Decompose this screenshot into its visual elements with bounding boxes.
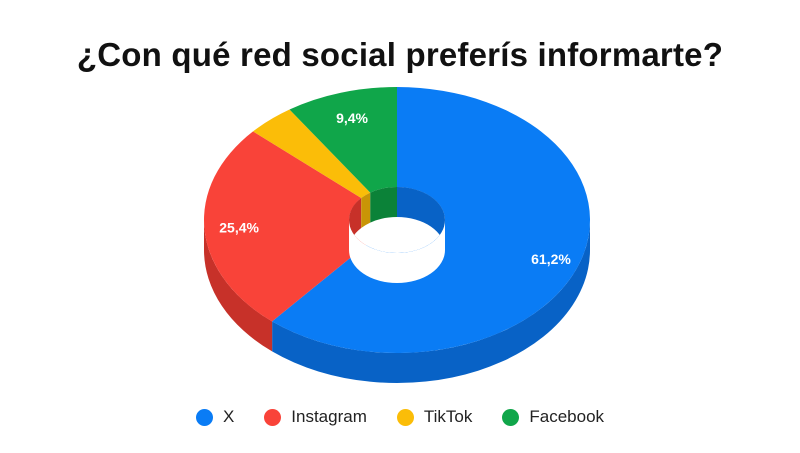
slice-instagram[interactable]: [204, 131, 366, 322]
legend-item-facebook[interactable]: Facebook: [502, 407, 604, 427]
legend-label-x: X: [222, 407, 235, 426]
hole-wall-x: [397, 187, 445, 250]
chart-legend: X Instagram TikTok Facebook: [0, 404, 800, 430]
legend-label-tiktok: TikTok: [423, 407, 473, 426]
donut-hole: [349, 187, 445, 283]
data-label-facebook: 9,4%: [336, 110, 368, 126]
wall-instagram: [204, 220, 273, 352]
legend-swatch-facebook: [502, 408, 520, 426]
hole-opening: [349, 220, 445, 283]
legend-label-instagram: Instagram: [291, 407, 367, 426]
legend-swatch-tiktok: [396, 408, 414, 426]
chart-title: ¿Con qué red social preferís informarte?: [76, 36, 724, 73]
legend-swatch-x: [195, 408, 213, 426]
slice-facebook[interactable]: [289, 87, 397, 193]
data-label-x: 61,2%: [531, 251, 571, 267]
slice-x[interactable]: [272, 87, 591, 353]
legend-item-tiktok[interactable]: TikTok: [396, 407, 473, 427]
donut-outer-walls: [204, 220, 590, 383]
wall-x: [272, 220, 590, 383]
legend-swatch-instagram: [264, 408, 282, 426]
data-labels: 61,2% 25,4% 9,4%: [219, 110, 571, 267]
hole-wall-tiktok: [361, 192, 371, 229]
legend-item-instagram[interactable]: Instagram: [264, 407, 367, 427]
donut-top: [204, 87, 591, 353]
legend-item-x[interactable]: X: [195, 407, 235, 427]
slice-tiktok[interactable]: [253, 109, 371, 199]
data-label-instagram: 25,4%: [219, 220, 259, 236]
hole-wall-facebook: [370, 187, 397, 223]
legend-label-facebook: Facebook: [529, 407, 605, 426]
